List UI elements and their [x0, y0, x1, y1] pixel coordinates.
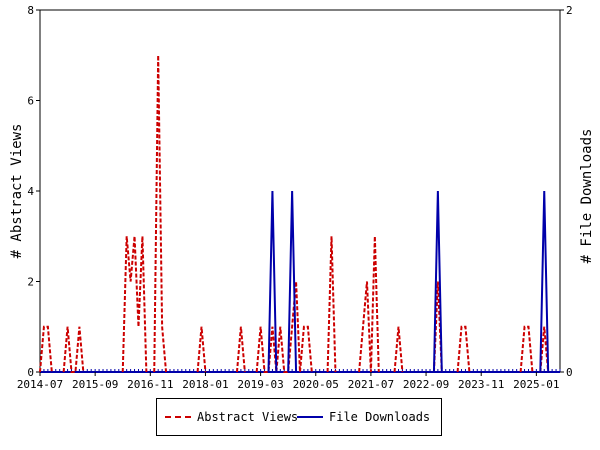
x-ticks [39, 369, 561, 373]
x-tick-label: 2023-11 [458, 378, 504, 391]
x-tick-label: 2014-07 [17, 378, 63, 391]
legend-label-downloads: File Downloads [329, 410, 431, 424]
legend-swatch-downloads [297, 416, 323, 418]
y-right-axis-title: # File Downloads [579, 129, 595, 264]
x-tick-labels: 2014-07 2015-09 2016-11 2018-01 2019-03 2020-… [17, 372, 560, 391]
y-left-tick-label: 0 [27, 366, 34, 379]
series-file-downloads-line [267, 190, 278, 373]
plot-area [39, 9, 561, 373]
y-left-tick-label: 2 [27, 276, 34, 289]
x-tick-label: 2020-05 [293, 378, 339, 391]
series-abstract-views-line [62, 326, 85, 373]
series-abstract-views-line [519, 325, 534, 373]
y-right-tick-labels: 02 [566, 4, 573, 379]
x-tick-label: 2021-07 [348, 378, 394, 391]
x-tick-label: 2019-03 [237, 378, 283, 391]
y-right-tick-label: 2 [566, 4, 573, 17]
y-ticks [36, 9, 564, 373]
legend-swatch-views [165, 416, 191, 418]
x-tick-label: 2018-01 [182, 378, 228, 391]
x-tick-label: 2025-01 [513, 378, 559, 391]
legend-item-views: Abstract Views [165, 410, 298, 424]
series-abstract-views-line [255, 281, 313, 373]
x-tick-label: 2016-11 [127, 378, 173, 391]
series-abstract-views-line [39, 325, 53, 373]
y-left-tick-label: 8 [27, 4, 34, 17]
series-file-downloads-line [539, 190, 550, 373]
x-tick-label: 2022-09 [403, 378, 449, 391]
series-abstract-views-line [121, 236, 148, 373]
legend-item-downloads: File Downloads [297, 410, 430, 424]
series-abstract-views-line [393, 326, 404, 373]
series-file-downloads-line [287, 190, 298, 373]
series-abstract-views-line [456, 325, 471, 373]
series-abstract-views-line [235, 326, 246, 373]
y-right-tick-label: 0 [566, 366, 573, 379]
x-tick-label: 2015-09 [72, 378, 118, 391]
series-lines [39, 55, 550, 373]
series-abstract-views-line [358, 236, 380, 373]
series-abstract-views-line [153, 55, 168, 373]
series-abstract-views-line [196, 326, 207, 373]
legend-label-views: Abstract Views [197, 410, 299, 424]
series-abstract-views-line [326, 236, 337, 373]
y-left-tick-label: 6 [27, 95, 34, 108]
legend: Abstract Views File Downloads [156, 398, 442, 436]
series-file-downloads-line [432, 190, 443, 373]
y-left-tick-labels: 0 2 4 6 8 [27, 4, 34, 379]
y-left-axis-title: # Abstract Views [9, 124, 25, 259]
y-left-tick-label: 4 [27, 185, 34, 198]
